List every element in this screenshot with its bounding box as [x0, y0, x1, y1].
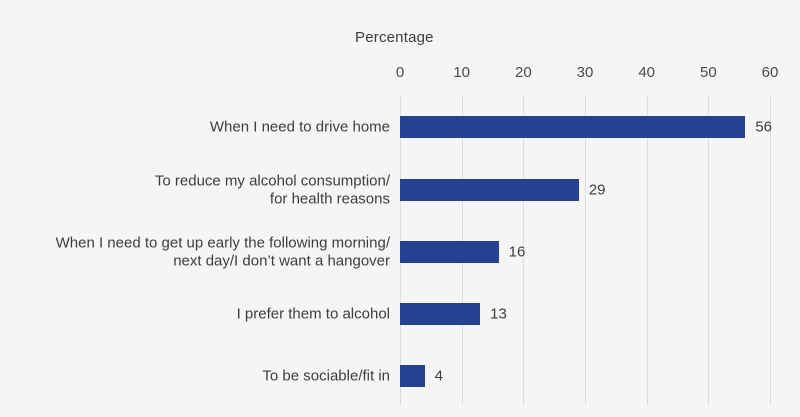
x-tick-label: 10: [453, 64, 470, 81]
value-label: 29: [588, 181, 606, 199]
gridline: [646, 95, 648, 405]
gridline: [770, 95, 771, 405]
value-label: 13: [490, 305, 507, 323]
x-tick-label: 0: [395, 64, 405, 81]
gridline: [523, 95, 525, 405]
x-tick-label: 50: [699, 64, 717, 81]
bar: [400, 116, 746, 138]
gridline: [708, 95, 710, 405]
gridline: [585, 95, 586, 405]
bar: [400, 365, 425, 387]
x-tick-label: 20: [514, 64, 532, 81]
value-label: 4: [434, 367, 443, 385]
x-tick-label: 40: [638, 64, 655, 81]
category-label: When I need to drive home: [209, 118, 390, 136]
bar: [400, 241, 499, 263]
x-tick-label: 30: [576, 64, 594, 81]
category-label: I prefer them to alcohol: [236, 305, 390, 323]
category-label: To be sociable/fit in: [262, 367, 390, 385]
value-label: 56: [755, 118, 773, 136]
x-tick-label: 60: [761, 64, 779, 81]
bar: [400, 179, 579, 201]
category-label: To reduce my alcohol consumption/for hea…: [154, 172, 390, 208]
bar: [400, 303, 481, 325]
category-label: When I need to get up early the followin…: [55, 234, 390, 270]
x-axis-title: Percentage: [355, 29, 434, 46]
value-label: 16: [508, 243, 526, 261]
